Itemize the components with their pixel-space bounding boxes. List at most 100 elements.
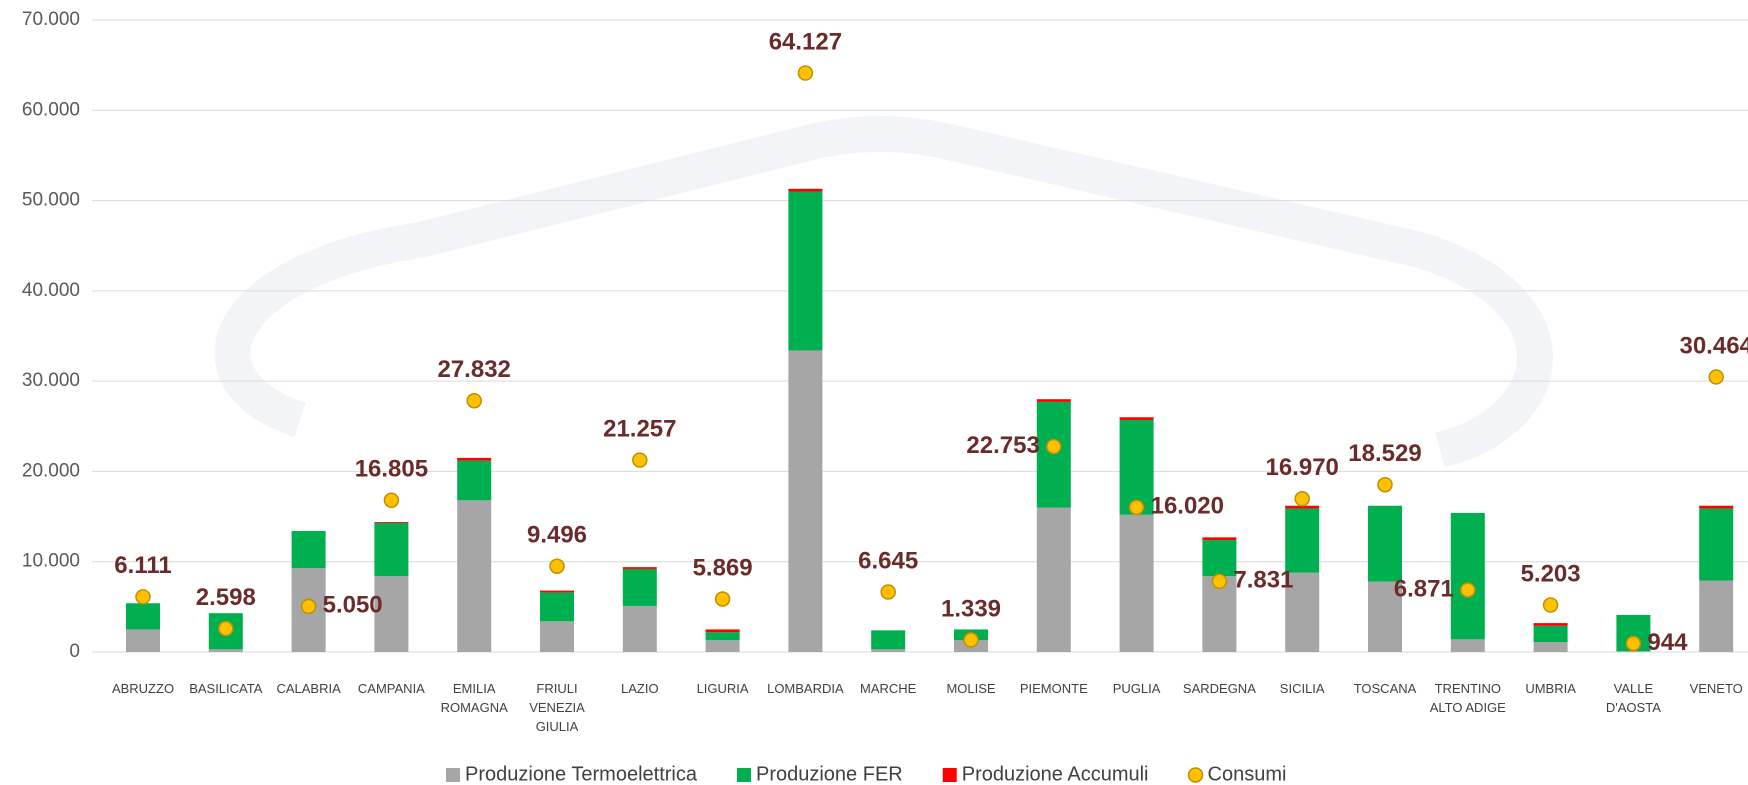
y-tick-label: 20.000 (22, 460, 80, 481)
legend-label: Consumi (1208, 763, 1287, 785)
bar-segment (126, 629, 160, 652)
consumi-marker (1046, 438, 1062, 455)
bar-segment (457, 460, 492, 501)
legend-marker (942, 768, 957, 782)
legend-label: Produzione Termoelettrica (465, 763, 698, 785)
x-tick-label: PUGLIA (1112, 681, 1161, 696)
bar-segment (540, 621, 574, 652)
data-label: 944 (1647, 629, 1688, 656)
bar-segment (788, 191, 823, 351)
bar-segment (540, 592, 574, 622)
consumi-marker (135, 589, 151, 605)
data-label: 5.869 (693, 554, 753, 581)
bar-segment (1533, 623, 1568, 626)
data-label: 16.020 (1151, 493, 1224, 520)
legend-marker (446, 768, 460, 782)
bar-segment (457, 500, 492, 652)
bar-segment (1285, 572, 1320, 652)
bar-segment (1533, 642, 1568, 652)
y-tick-label: 0 (69, 641, 80, 662)
data-label: 6.645 (858, 547, 918, 574)
x-tick-label: FRIULI VENEZIA GIULIA (529, 681, 585, 734)
x-tick-label: VALLE D'AOSTA (1605, 681, 1661, 715)
y-tick-label: 70.000 (22, 9, 80, 30)
consumi-marker (632, 452, 648, 468)
bar-segment (1450, 512, 1485, 640)
x-tick-label: ABRUZZO (111, 681, 175, 696)
bar-segment (374, 521, 409, 523)
consumi-marker (549, 558, 565, 575)
y-tick-label: 50.000 (22, 190, 80, 211)
bar-segment (1202, 537, 1237, 541)
bar-segment (1699, 505, 1734, 509)
watermark (214, 116, 1553, 468)
bar-segment (1119, 514, 1154, 652)
consumi-marker (1211, 573, 1228, 590)
bar-segment (374, 576, 409, 652)
data-label: 1.339 (941, 595, 1001, 622)
bar-segment (291, 531, 326, 569)
consumi-marker (797, 65, 814, 81)
x-tick-label: SARDEGNA (1182, 681, 1256, 696)
bar-segment (1036, 399, 1071, 402)
bar-segment (208, 649, 243, 652)
legend-label: Produzione FER (756, 763, 903, 785)
bar-segment (1285, 508, 1320, 573)
consumi-marker (963, 632, 979, 648)
consumi-marker (1542, 597, 1559, 613)
bar-segment (705, 629, 740, 633)
y-tick-label: 10.000 (22, 551, 80, 572)
bar-segment (1616, 651, 1651, 652)
bar-segment (1119, 419, 1154, 515)
bar-segment (457, 457, 492, 461)
legend-label: Produzione Accumuli (962, 763, 1149, 785)
consumi-marker (300, 598, 317, 615)
bar-segment (1368, 505, 1402, 582)
data-label: 5.050 (323, 592, 383, 619)
bar-segment (788, 350, 823, 652)
x-tick-label: UMBRIA (1525, 681, 1576, 696)
consumi-marker (383, 492, 400, 509)
bar-segment (705, 632, 740, 641)
x-tick-label: PIEMONTE (1019, 681, 1088, 696)
x-tick-label: MOLISE (946, 681, 996, 696)
data-label: 2.598 (196, 584, 256, 611)
consumi-marker (714, 591, 731, 607)
data-label: 30.464 (1679, 332, 1748, 359)
bar-segment (622, 567, 657, 569)
data-label: 21.257 (603, 415, 676, 442)
data-label: 6.111 (114, 552, 171, 579)
x-tick-label: CAMPANIA (357, 681, 425, 696)
x-tick-label: TOSCANA (1353, 681, 1417, 696)
data-label: 18.529 (1348, 440, 1421, 467)
data-label: 9.496 (527, 522, 587, 549)
legend-marker (1187, 767, 1204, 783)
bar-segment (374, 522, 409, 577)
consumi-marker (1625, 635, 1642, 652)
data-label: 5.203 (1521, 560, 1581, 587)
data-label: 64.127 (769, 28, 842, 55)
data-label: 22.753 (966, 432, 1039, 459)
bar-segment (622, 568, 657, 606)
consumi-marker (1128, 499, 1145, 516)
bar-segment (1036, 401, 1071, 508)
bar-segment (871, 649, 906, 652)
bar-segment (1450, 639, 1485, 652)
bar-segment (1533, 625, 1568, 643)
bar-segment (540, 590, 574, 593)
data-label: 16.970 (1265, 454, 1338, 481)
x-tick-label: LOMBARDIA (767, 681, 844, 696)
bar-segment (1202, 540, 1237, 577)
bar-segment (1036, 507, 1071, 652)
bar-segment (1285, 505, 1320, 509)
consumi-marker (1708, 369, 1724, 385)
consumi-marker (1460, 582, 1476, 598)
data-label: 27.832 (437, 356, 510, 383)
y-tick-label: 60.000 (22, 99, 80, 120)
bar-segment (1699, 580, 1734, 652)
x-tick-label: LAZIO (621, 681, 659, 696)
bar-segment (1368, 581, 1402, 652)
bar-segment (1699, 508, 1734, 581)
